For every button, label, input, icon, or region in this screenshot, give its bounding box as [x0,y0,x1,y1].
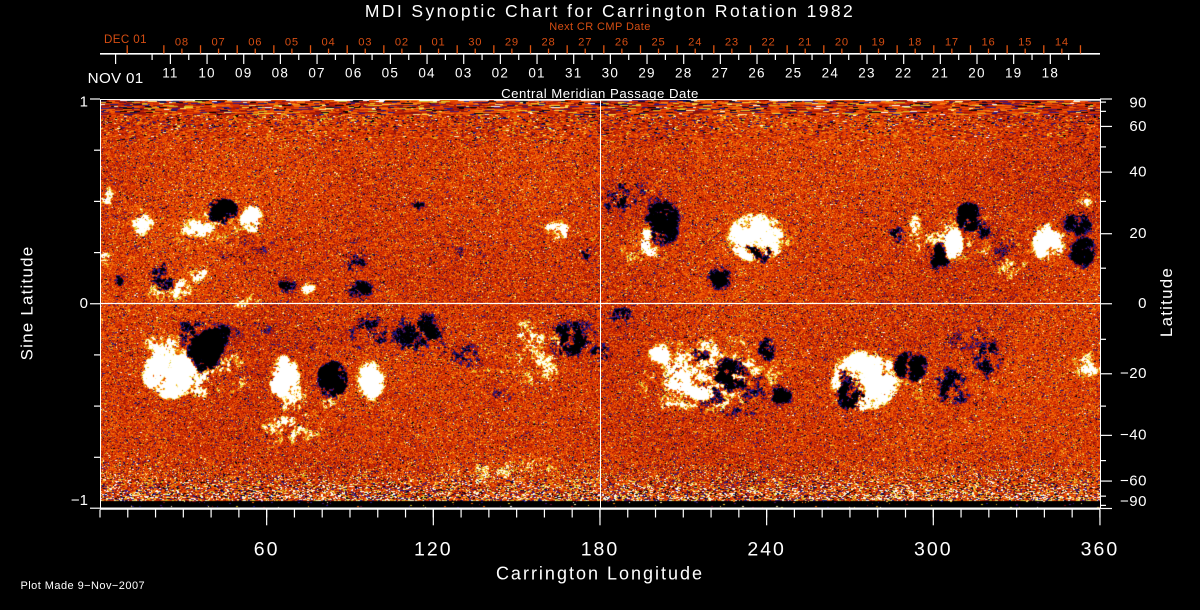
svg-text:60: 60 [1129,118,1147,135]
svg-text:23: 23 [858,66,875,81]
svg-text:20: 20 [968,66,985,81]
svg-text:05: 05 [382,66,399,81]
svg-text:−1: −1 [71,492,88,509]
svg-text:25: 25 [785,66,802,81]
svg-text:01: 01 [432,37,446,49]
svg-text:18: 18 [908,37,922,49]
svg-text:40: 40 [1129,164,1147,181]
svg-text:26: 26 [615,37,629,49]
svg-text:Latitude: Latitude [1157,267,1176,337]
svg-text:Carrington Longitude: Carrington Longitude [496,564,704,584]
svg-text:06: 06 [248,37,262,49]
svg-text:20: 20 [1129,225,1147,242]
svg-text:03: 03 [455,66,472,81]
svg-text:Next CR CMP Date: Next CR CMP Date [549,21,651,33]
svg-text:24: 24 [688,37,702,49]
svg-text:Sine Latitude: Sine Latitude [18,246,37,361]
svg-text:NOV 01: NOV 01 [88,70,144,87]
svg-text:−60: −60 [1120,473,1147,490]
svg-text:120: 120 [414,539,453,561]
svg-text:240: 240 [747,539,786,561]
svg-text:16: 16 [981,37,995,49]
svg-text:08: 08 [272,66,289,81]
svg-text:09: 09 [235,66,252,81]
svg-text:27: 27 [712,66,729,81]
svg-text:−90: −90 [1120,493,1147,510]
svg-text:0: 0 [1138,295,1147,312]
svg-text:04: 04 [322,37,336,49]
svg-text:02: 02 [395,37,409,49]
svg-text:18: 18 [1042,66,1059,81]
svg-text:11: 11 [162,66,178,81]
svg-text:DEC 01: DEC 01 [104,33,147,46]
svg-text:26: 26 [748,66,765,81]
svg-text:−20: −20 [1120,365,1147,382]
svg-text:29: 29 [638,66,655,81]
svg-text:21: 21 [932,66,949,81]
svg-text:22: 22 [895,66,912,81]
svg-text:Plot Made 9−Nov−2007: Plot Made 9−Nov−2007 [21,580,146,592]
svg-text:06: 06 [345,66,362,81]
svg-text:30: 30 [468,37,482,49]
svg-text:08: 08 [175,37,189,49]
svg-text:1: 1 [80,94,88,111]
svg-text:25: 25 [652,37,666,49]
svg-text:07: 07 [212,37,226,49]
svg-text:14: 14 [1055,37,1069,49]
svg-text:90: 90 [1129,95,1147,112]
svg-text:23: 23 [725,37,739,49]
svg-text:01: 01 [528,66,545,81]
svg-text:19: 19 [871,37,885,49]
svg-text:300: 300 [914,539,953,561]
svg-text:31: 31 [565,66,582,81]
svg-text:03: 03 [358,37,372,49]
svg-text:04: 04 [418,66,435,81]
svg-text:15: 15 [1018,37,1032,49]
svg-text:360: 360 [1081,539,1120,561]
svg-text:28: 28 [675,66,692,81]
svg-text:17: 17 [945,37,959,49]
svg-text:0: 0 [80,295,88,312]
svg-text:21: 21 [798,37,812,49]
svg-text:22: 22 [762,37,776,49]
svg-text:10: 10 [198,66,215,81]
svg-text:24: 24 [822,66,839,81]
svg-text:07: 07 [308,66,325,81]
svg-text:Central Meridian Passage Date: Central Meridian Passage Date [501,86,699,101]
svg-text:27: 27 [578,37,592,49]
svg-text:02: 02 [492,66,509,81]
svg-text:05: 05 [285,37,299,49]
svg-text:180: 180 [581,539,620,561]
svg-text:28: 28 [542,37,556,49]
svg-text:19: 19 [1005,66,1022,81]
svg-text:29: 29 [505,37,519,49]
svg-text:−40: −40 [1120,427,1147,444]
svg-text:20: 20 [835,37,849,49]
svg-text:60: 60 [254,539,280,561]
svg-text:30: 30 [602,66,619,81]
svg-text:MDI Synoptic Chart for Carring: MDI Synoptic Chart for Carrington Rotati… [365,1,855,21]
